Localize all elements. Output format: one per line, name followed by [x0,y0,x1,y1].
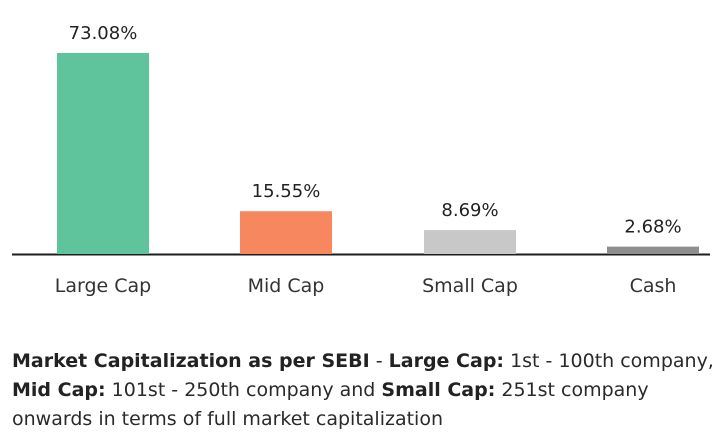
footnote-mid-cap-def: 101st - 250th company and [105,379,382,401]
category-label-small-cap: Small Cap [422,275,518,297]
footnote-heading: Market Capitalization as per SEBI [12,350,370,372]
category-label-cash: Cash [630,275,677,297]
category-label-large-cap: Large Cap [55,275,151,297]
value-label-cash: 2.68% [624,217,681,238]
category-label-mid-cap: Mid Cap [248,275,325,297]
footnote-mid-cap-term: Mid Cap: [12,379,106,401]
value-label-large-cap: 73.08% [69,23,138,44]
bar-small-cap [424,230,516,254]
footnote-large-cap-def: 1st - 100th company, [504,350,714,372]
bar-chart: 73.08% Large Cap 15.55% Mid Cap 8.69% Small C… [12,23,710,297]
footnote-small-cap-def: 251st company onwards in terms of full m… [12,379,649,430]
chart-area: 73.08% Large Cap 15.55% Mid Cap 8.69% Small C… [12,23,710,297]
bar-mid-cap [240,211,332,254]
value-label-small-cap: 8.69% [441,200,498,221]
footnote-large-cap-term: Large Cap: [388,350,505,372]
footnote-small-cap-term: Small Cap: [381,379,496,401]
bar-cash [607,246,699,254]
bar-large-cap [57,53,149,254]
footnote: Market Capitalization as per SEBI - Larg… [12,347,716,434]
value-label-mid-cap: 15.55% [252,181,321,202]
footnote-separator: - [369,350,389,372]
